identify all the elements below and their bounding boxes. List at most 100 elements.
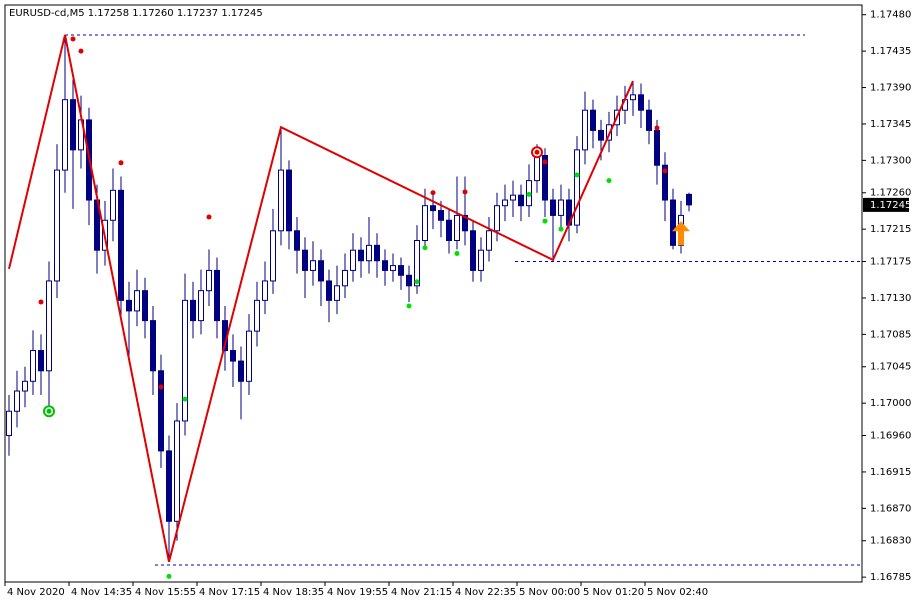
candle-body: [6, 410, 12, 437]
y-tick-label: 1.17175: [870, 257, 911, 268]
candle-body: [190, 299, 196, 322]
x-tick-label: 4 Nov 14:35: [71, 587, 132, 598]
candle-body: [302, 249, 308, 271]
candle-body: [318, 260, 324, 282]
x-tick-label: 4 Nov 18:35: [263, 587, 324, 598]
candle-body: [558, 199, 564, 216]
candle-body: [630, 94, 636, 101]
candle-body: [470, 230, 476, 271]
candle-body: [662, 164, 668, 201]
candle-body: [390, 265, 396, 271]
candle-body: [430, 205, 436, 212]
signal-dot: [38, 299, 44, 305]
candle-body: [166, 450, 172, 522]
candle-body: [182, 299, 188, 422]
candle-body: [262, 280, 268, 301]
candle-body: [22, 380, 28, 392]
candle-body: [590, 109, 596, 131]
x-tick-label: 5 Nov 00:00: [519, 587, 580, 598]
y-tick-label: 1.17045: [870, 362, 911, 373]
candle-body: [438, 210, 444, 221]
candle-body: [550, 199, 556, 216]
candle-body: [574, 149, 580, 226]
zigzag-line: [8, 34, 634, 563]
y-tick-label: 1.16870: [870, 503, 911, 514]
candle-body: [158, 370, 164, 452]
x-tick-label: 4 Nov 21:15: [391, 587, 452, 598]
candle-body: [150, 320, 156, 372]
candle-body: [686, 193, 692, 206]
candle-body: [270, 230, 276, 282]
candle-body: [310, 260, 316, 271]
candle-body: [38, 350, 44, 372]
candle-body: [406, 274, 412, 287]
signal-dot: [166, 573, 172, 579]
candle-body: [54, 169, 60, 282]
signal-dot: [78, 48, 84, 54]
candle-body: [478, 249, 484, 271]
up-arrow: [672, 221, 690, 246]
candle-body: [446, 219, 452, 241]
candle-body: [510, 194, 516, 201]
candle-body: [598, 129, 604, 141]
y-tick-label: 1.17345: [870, 119, 911, 130]
candle-body: [246, 330, 252, 382]
candle-body: [542, 155, 548, 201]
candle-body: [374, 244, 380, 262]
candle-body: [502, 199, 508, 207]
y-tick-label: 1.17000: [870, 398, 911, 409]
candle-body: [46, 280, 52, 372]
candle-body: [382, 260, 388, 271]
candle-body: [142, 290, 148, 322]
candle-body: [110, 189, 116, 221]
chart-title: EURUSD-cd,M5 1.17258 1.17260 1.17237 1.1…: [9, 8, 263, 19]
signal-ring-center: [46, 408, 52, 414]
y-tick-label: 1.16785: [870, 572, 911, 583]
candle-body: [294, 230, 300, 251]
candle-body: [14, 390, 20, 412]
candle-body: [254, 299, 260, 332]
candle-body: [462, 214, 468, 232]
candle-body: [230, 350, 236, 362]
candle-body: [670, 199, 676, 246]
candle-body: [366, 244, 372, 262]
signal-dot: [118, 160, 124, 166]
candle-body: [238, 360, 244, 382]
candle-body: [326, 280, 332, 301]
candle-body: [70, 99, 76, 151]
y-tick-label: 1.17085: [870, 329, 911, 340]
signal-dot: [206, 214, 212, 220]
y-tick-label: 1.17480: [870, 10, 911, 21]
candle-body: [350, 249, 356, 271]
signal-dot: [574, 172, 580, 178]
signal-dot: [454, 250, 460, 256]
signal-dot: [462, 189, 468, 195]
signal-dot: [526, 191, 532, 197]
candle-body: [62, 99, 68, 171]
plot-frame: [4, 4, 863, 583]
candle-body: [342, 269, 348, 287]
candle-body: [398, 265, 404, 276]
candle-body: [422, 205, 428, 241]
signal-dot: [654, 125, 660, 131]
candle-body: [646, 109, 652, 131]
candle-body: [174, 420, 180, 522]
signal-dot: [542, 218, 548, 224]
y-tick-label: 1.16915: [870, 467, 911, 478]
candle-body: [214, 269, 220, 322]
x-tick-label: 5 Nov 01:20: [583, 587, 644, 598]
candle-body: [486, 230, 492, 251]
candle-body: [134, 290, 140, 312]
signal-dot: [662, 168, 668, 174]
y-tick-label: 1.16960: [870, 431, 911, 442]
candle-body: [206, 269, 212, 292]
y-tick-label: 1.16830: [870, 536, 911, 547]
candle-body: [494, 205, 500, 232]
x-tick-label: 4 Nov 15:55: [135, 587, 196, 598]
last-price-label: 1.17245: [870, 200, 911, 211]
signal-dot: [406, 303, 412, 309]
signal-dot: [542, 159, 548, 165]
candle-body: [358, 249, 364, 262]
y-tick-label: 1.17435: [870, 46, 911, 57]
